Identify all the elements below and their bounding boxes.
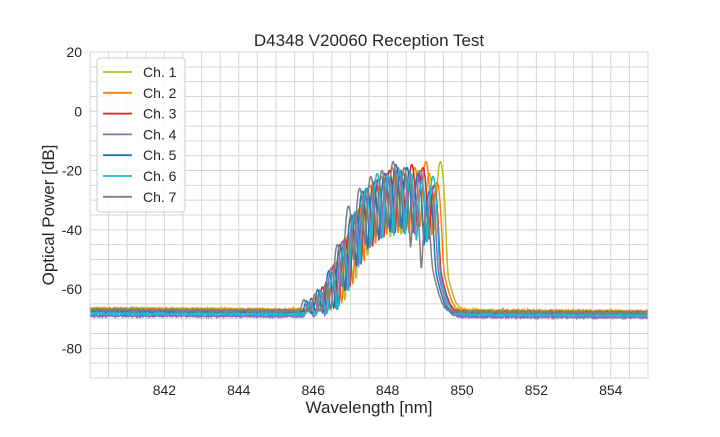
x-tick-label: 854 [599,382,623,398]
x-axis-label: Wavelength [nm] [306,398,433,417]
legend: Ch. 1 Ch. 2 Ch. 3 Ch. 4 Ch. 5 Ch. 6 Ch. 7 [96,57,186,213]
legend-label-ch3: Ch. 3 [143,106,177,122]
legend-label-ch2: Ch. 2 [143,85,177,101]
x-tick-label: 846 [302,382,326,398]
legend-label-ch6: Ch. 6 [143,168,177,184]
y-tick-label: -40 [62,222,82,238]
x-tick-label: 852 [525,382,549,398]
x-tick-label: 842 [153,382,177,398]
y-tick-label: 0 [74,103,82,119]
y-tick-label: 20 [66,44,82,60]
legend-box [96,57,186,213]
series-lines [89,51,649,379]
legend-label-ch4: Ch. 4 [143,126,177,142]
y-tick-label: -60 [62,281,82,297]
legend-label-ch7: Ch. 7 [143,189,177,205]
legend-label-ch1: Ch. 1 [143,64,177,80]
chart-title: D4348 V20060 Reception Test [254,31,485,50]
tick-labels: 842 844 846 848 850 852 854 20 0 -20 -40 -60 -80 [62,44,623,398]
series-line-ch6 [89,169,649,319]
y-axis-label: Optical Power [dB] [39,145,58,286]
x-tick-label: 848 [376,382,400,398]
x-tick-label: 844 [227,382,251,398]
legend-label-ch5: Ch. 5 [143,147,177,163]
series-line-ch7 [89,160,649,317]
x-tick-label: 850 [450,382,474,398]
plot-frame [89,51,649,379]
y-tick-label: -80 [62,340,82,356]
y-tick-label: -20 [62,163,82,179]
